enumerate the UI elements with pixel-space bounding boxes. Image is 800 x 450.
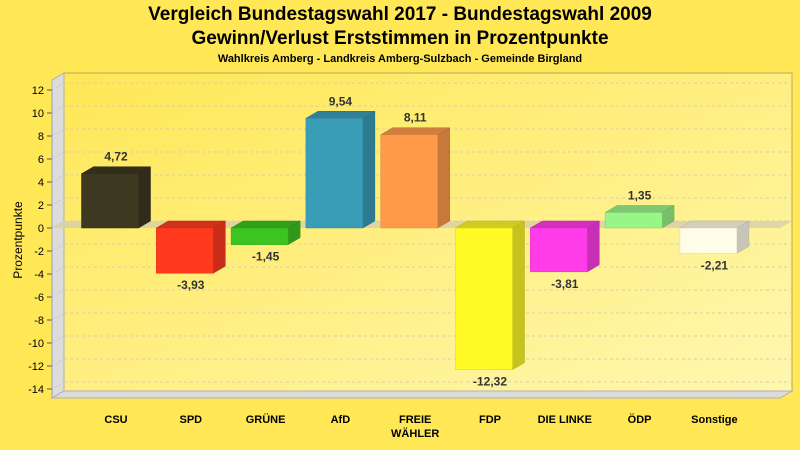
bar-top [80, 166, 152, 174]
bar-top [304, 111, 376, 119]
x-tick-label: FDP [479, 414, 501, 426]
bar-top [604, 205, 676, 213]
bar-ödp [604, 205, 676, 229]
y-tick-label: 4 [38, 177, 44, 189]
bar-top [529, 220, 601, 229]
bar-side [362, 110, 376, 229]
x-tick-label: CSU [104, 414, 127, 426]
data-label: -3,81 [551, 277, 579, 291]
plot-side-wall [51, 72, 65, 399]
chart-title: Vergleich Bundestagswahl 2017 - Bundesta… [148, 4, 652, 25]
chart-subtitle: Wahlkreis Amberg - Landkreis Amberg-Sulz… [217, 53, 583, 65]
y-tick-label: 8 [38, 131, 44, 143]
y-tick-label: -4 [34, 269, 44, 281]
bar-front [156, 227, 214, 274]
data-label: -3,93 [177, 278, 205, 292]
bar-front [679, 227, 738, 254]
bar-csu [80, 166, 152, 229]
bar-side [512, 220, 525, 371]
bar-grüne [230, 220, 302, 246]
bar-top [230, 220, 302, 229]
data-label: 4,72 [104, 150, 128, 164]
y-tick-label: 6 [38, 154, 44, 166]
y-tick-label: 12 [32, 85, 44, 97]
y-tick-label: -8 [34, 315, 44, 327]
bar-top [454, 220, 526, 229]
bar-front [530, 227, 588, 273]
y-axis-label: Prozentpunkte [11, 201, 25, 279]
bar-fdp [454, 220, 526, 371]
bar-afd [304, 110, 376, 229]
bar-front [81, 173, 139, 229]
y-tick-label: -10 [28, 338, 44, 350]
bar-side [437, 127, 450, 229]
x-tick-label: WÄHLER [391, 427, 439, 440]
data-label: 8,11 [404, 111, 427, 125]
x-tick-label: GRÜNE [246, 413, 286, 426]
x-tick-label: SPD [179, 414, 202, 426]
bar-spd [155, 220, 227, 274]
bar-front [380, 134, 438, 229]
x-tick-label: DIE LINKE [538, 414, 592, 426]
bar-top [379, 127, 451, 135]
bar-front [305, 118, 364, 229]
x-tick-label: Sonstige [691, 414, 737, 426]
data-label: 9,54 [329, 94, 353, 108]
x-tick-label: AfD [331, 414, 351, 426]
y-tick-label: -2 [34, 246, 44, 258]
y-tick-label: -6 [34, 292, 44, 304]
bar-side [138, 166, 151, 229]
bar-side [213, 220, 226, 274]
bar-front [230, 227, 289, 245]
x-tick-label: ÖDP [628, 413, 652, 426]
y-tick-label: 0 [38, 223, 44, 235]
data-label: 1,35 [628, 188, 652, 202]
y-tick-label: -12 [28, 361, 44, 373]
data-label: -1,45 [252, 250, 280, 264]
bar-top [678, 220, 750, 229]
y-tick-label: 2 [38, 200, 44, 212]
bar-freie-wähler [379, 127, 451, 229]
bar-front [455, 227, 513, 370]
chart-title-line2: Gewinn/Verlust Erststimmen in Prozentpun… [191, 28, 609, 49]
bar-die-linke [529, 220, 601, 273]
x-tick-label: FREIE [399, 414, 431, 426]
data-label: -2,21 [701, 258, 729, 272]
y-tick-label: -14 [28, 384, 44, 396]
bar-top [155, 220, 227, 229]
bar-sonstige [678, 220, 750, 254]
bar-front [604, 212, 663, 229]
plot-floor [50, 390, 794, 399]
y-tick-label: 10 [32, 108, 44, 120]
bar-side [587, 220, 600, 273]
data-label: -12,32 [473, 375, 507, 389]
